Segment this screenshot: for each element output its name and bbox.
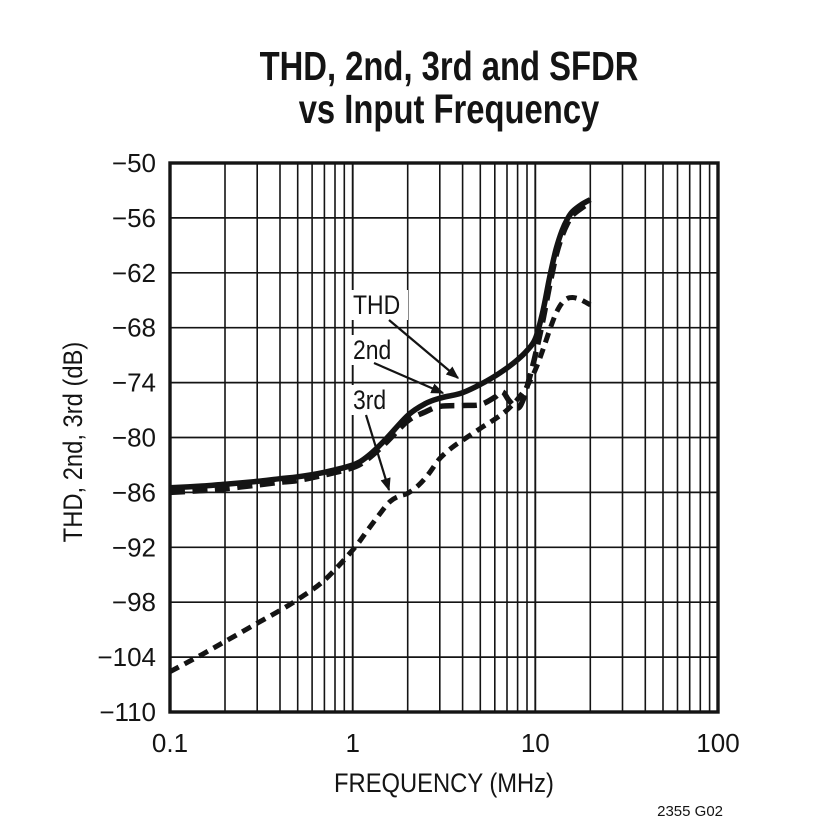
- y-tick-label: −80: [112, 423, 156, 453]
- y-tick-label: −98: [112, 587, 156, 617]
- y-axis-title: THD, 2nd, 3rd (dB): [59, 342, 89, 543]
- curve-label-arrow-3rd: [364, 414, 391, 492]
- x-tick-label: 0.1: [152, 728, 188, 758]
- x-tick-label: 10: [521, 728, 550, 758]
- curve-label-arrow-2nd: [373, 361, 445, 395]
- chart-title-line1: THD, 2nd, 3rd and SFDR: [260, 42, 639, 88]
- y-tick-label: −56: [112, 203, 156, 233]
- curve-thd: [169, 197, 592, 491]
- annotation-layer: THD 2nd 3rd: [353, 290, 459, 492]
- curve-label-mask: [348, 335, 404, 365]
- curve-label-mask: [348, 290, 408, 320]
- grid-layer: [168, 161, 720, 714]
- curve-3rd: [168, 295, 592, 674]
- y-tick-label: −68: [112, 313, 156, 343]
- y-tick-label: −104: [97, 642, 156, 672]
- y-tick-label: −50: [112, 148, 156, 178]
- y-tick-label: −62: [112, 258, 156, 288]
- curve-label-2nd: 2nd: [353, 335, 391, 365]
- x-tick-label: 1: [345, 728, 359, 758]
- curve-layer: [168, 197, 592, 674]
- x-tick-label: 100: [696, 728, 739, 758]
- y-tick-label: −86: [112, 477, 156, 507]
- y-tick-label: −110: [99, 697, 156, 727]
- curve-label-mask: [348, 385, 405, 415]
- curve-label-3rd: 3rd: [353, 385, 386, 415]
- figure-number: 2355 G02: [657, 803, 723, 820]
- curve-label-arrow-thd: [388, 319, 459, 379]
- y-tick-label: −92: [112, 532, 156, 562]
- chart-title-line2: vs Input Frequency: [299, 85, 600, 131]
- plot-frame: [168, 161, 720, 714]
- curve-label-thd: THD: [353, 290, 400, 320]
- x-axis-title: FREQUENCY (MHz): [334, 769, 554, 799]
- y-tick-label: −74: [112, 368, 156, 398]
- label-box-layer: [348, 290, 408, 415]
